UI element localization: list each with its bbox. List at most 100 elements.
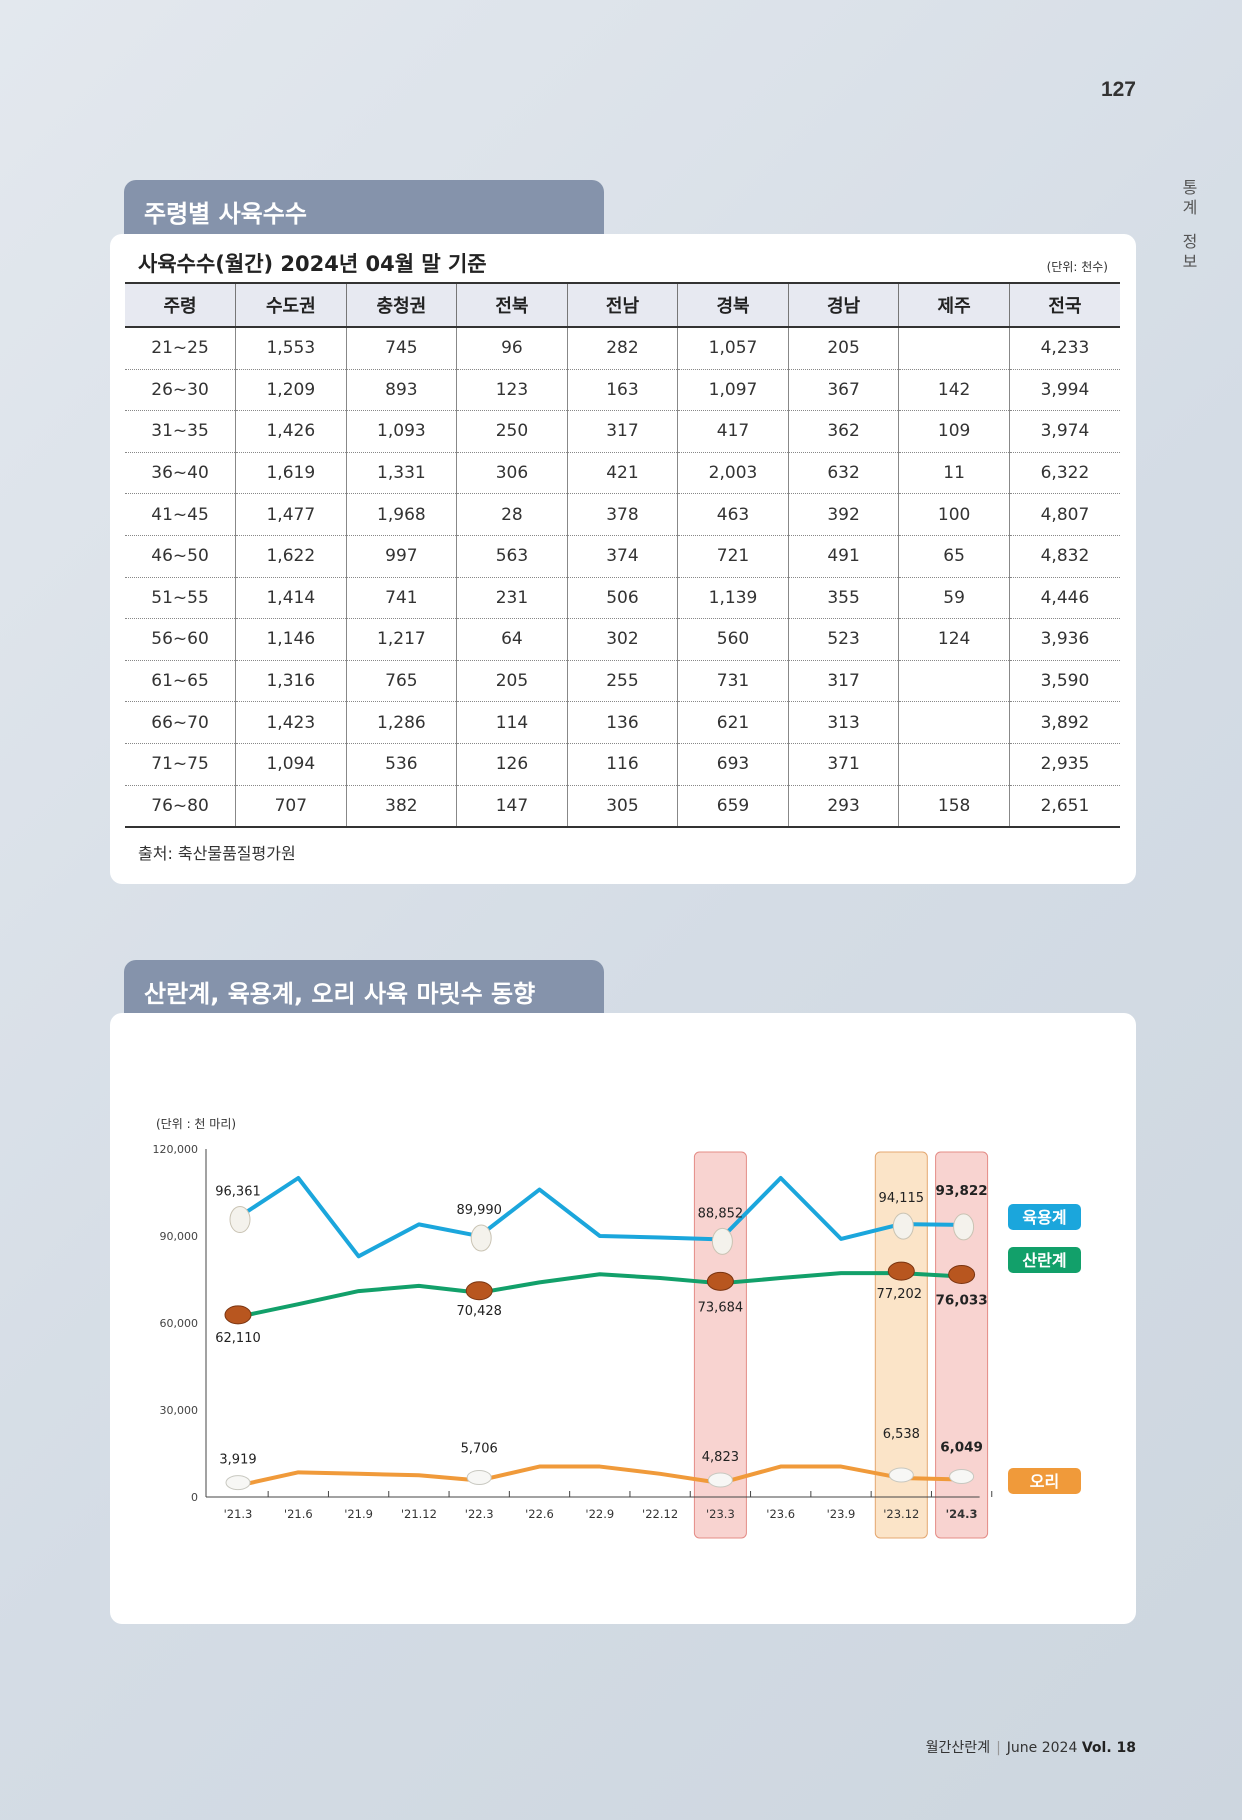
table-cell: 731 (677, 660, 789, 703)
footer-issue: June 2024 (1006, 1740, 1078, 1756)
table-cell: 1,057 (677, 327, 789, 370)
broiler-icon (892, 1212, 914, 1240)
column-header: 전북 (456, 282, 568, 328)
table-cell: 563 (456, 535, 568, 578)
table-cell: 31~35 (125, 410, 236, 453)
series-line (236, 1176, 964, 1259)
duck-icon (707, 1472, 733, 1488)
data-label: 5,706 (461, 1441, 498, 1456)
table-row: 76~80 707 382 147 305 659 293 158 2,651 (125, 785, 1120, 829)
highlight-band (935, 1151, 989, 1539)
table-cell: 3,994 (1008, 369, 1120, 412)
table-cell: 26~30 (125, 369, 236, 412)
data-label: 6,538 (883, 1427, 920, 1442)
data-label: 6,049 (940, 1439, 983, 1455)
column-header: 수도권 (235, 282, 347, 328)
table-cell: 21~25 (125, 327, 236, 370)
age-stock-table: 주령 수도권 충청권 전북 전남 경북 경남 제주 전국 21~25 1,553 745 96 282 1… (125, 282, 1120, 829)
table-row: 56~60 1,146 1,217 64 302 560 523 124 3,936 (125, 618, 1120, 661)
table-cell: 893 (345, 369, 457, 412)
table-cell: 1,477 (235, 493, 347, 536)
table-cell: 147 (456, 785, 568, 829)
legend-badge (1008, 1247, 1081, 1273)
table-cell: 123 (456, 369, 568, 412)
table-cell: 355 (787, 577, 899, 620)
table-source: 출처: 축산물품질평가원 (138, 844, 296, 863)
table-cell: 293 (787, 785, 899, 829)
table-row: 21~25 1,553 745 96 282 1,057 205 4,233 (125, 327, 1120, 370)
table-cell: 116 (566, 743, 678, 786)
table-cell: 163 (566, 369, 678, 412)
table-row: 36~40 1,619 1,331 306 421 2,003 632 11 6,322 (125, 452, 1120, 495)
data-label: 96,361 (215, 1185, 261, 1200)
table-cell (898, 327, 1010, 370)
table-cell: 371 (787, 743, 899, 786)
table-row: 66~70 1,423 1,286 114 136 621 313 3,892 (125, 701, 1120, 744)
section-tab-age-table: 주령별 사육수수 (124, 180, 604, 238)
table-cell: 1,968 (345, 493, 457, 536)
data-label: 89,990 (456, 1203, 502, 1218)
footer-magazine: 월간산란계 (925, 1740, 991, 1756)
table-cell: 491 (787, 535, 899, 578)
table-cell: 305 (566, 785, 678, 829)
duck-icon (949, 1468, 975, 1484)
table-cell: 64 (456, 618, 568, 661)
table-cell: 378 (566, 493, 678, 536)
table-row: 41~45 1,477 1,968 28 378 463 392 100 4,807 (125, 493, 1120, 536)
table-cell: 367 (787, 369, 899, 412)
table-cell: 1,426 (235, 410, 347, 453)
table-unit: (단위: 천수) (1046, 260, 1108, 274)
table-cell: 659 (677, 785, 789, 829)
table-cell: 1,093 (345, 410, 457, 453)
data-label: 73,684 (698, 1300, 744, 1315)
x-tick-label: '21.6 (284, 1507, 313, 1521)
highlight-band (693, 1151, 747, 1539)
table-cell: 765 (345, 660, 457, 703)
table-cell: 56~60 (125, 618, 236, 661)
table-cell: 1,622 (235, 535, 347, 578)
x-tick-label: '21.12 (401, 1507, 437, 1521)
table-cell: 158 (898, 785, 1010, 829)
table-cell: 306 (456, 452, 568, 495)
data-label: 3,919 (219, 1453, 256, 1468)
table-cell: 205 (456, 660, 568, 703)
broiler-icon (470, 1224, 492, 1252)
table-row: 31~35 1,426 1,093 250 317 417 362 109 3,974 (125, 410, 1120, 453)
table-row: 71~75 1,094 536 126 116 693 371 2,935 (125, 743, 1120, 786)
legend-label: 육용계 (1022, 1208, 1066, 1227)
table-cell: 255 (566, 660, 678, 703)
table-cell: 1,331 (345, 452, 457, 495)
data-label: 94,115 (879, 1191, 925, 1206)
table-cell: 36~40 (125, 452, 236, 495)
table-cell: 250 (456, 410, 568, 453)
table-cell: 205 (787, 327, 899, 370)
x-tick-label: '22.9 (585, 1507, 614, 1521)
table-cell: 317 (566, 410, 678, 453)
table-cell: 2,935 (1008, 743, 1120, 786)
trend-chart-panel: (단위 : 천 마리) 0 30,000 60,000 90,000 120,000 '21… (110, 1013, 1136, 1624)
y-tick-label: 30,000 (160, 1404, 199, 1417)
data-label: 77,202 (877, 1287, 923, 1302)
footer-volume: Vol. 18 (1081, 1740, 1136, 1756)
page-number: 127 (1100, 78, 1136, 101)
table-cell: 71~75 (125, 743, 236, 786)
table-cell: 721 (677, 535, 789, 578)
table-cell: 3,590 (1008, 660, 1120, 703)
table-cell: 1,619 (235, 452, 347, 495)
table-cell: 109 (898, 410, 1010, 453)
table-cell: 1,139 (677, 577, 789, 620)
side-section-label: 통 계 정 보 (1182, 178, 1198, 271)
table-header-row: 주령 수도권 충청권 전북 전남 경북 경남 제주 전국 (125, 282, 1120, 328)
table-cell: 417 (677, 410, 789, 453)
table-cell (898, 701, 1010, 744)
hen-icon (706, 1271, 734, 1291)
duck-icon (466, 1469, 492, 1485)
table-body: 21~25 1,553 745 96 282 1,057 205 4,233 26~30 1,20… (125, 327, 1120, 829)
table-cell: 11 (898, 452, 1010, 495)
table-cell: 997 (345, 535, 457, 578)
table-cell: 1,423 (235, 701, 347, 744)
table-cell: 463 (677, 493, 789, 536)
table-cell: 1,316 (235, 660, 347, 703)
table-cell: 4,233 (1008, 327, 1120, 370)
data-label: 93,822 (936, 1183, 988, 1199)
